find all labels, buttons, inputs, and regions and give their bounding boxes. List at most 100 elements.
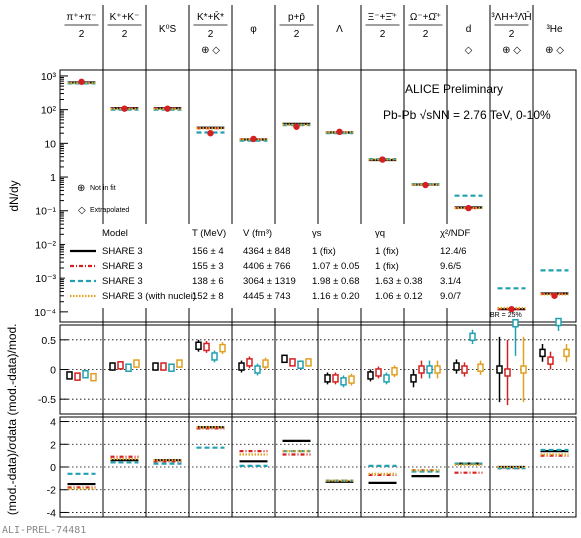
extrapolated-icon: ◇ bbox=[78, 205, 86, 216]
deviation-marker bbox=[418, 365, 425, 374]
deviation-marker bbox=[160, 362, 167, 371]
deviation-marker bbox=[254, 365, 261, 374]
particle-label: d bbox=[466, 24, 472, 35]
y-tick-label: 10² bbox=[41, 105, 57, 117]
deviation-marker bbox=[133, 359, 140, 368]
fit-status-marks: ⊕ ◇ bbox=[545, 45, 564, 56]
y-tick-label: 0 bbox=[50, 365, 56, 377]
y-tick-label: -2 bbox=[47, 485, 56, 497]
deviation-marker bbox=[305, 358, 312, 367]
fraction-denominator: 2 bbox=[509, 29, 515, 40]
deviation-marker bbox=[410, 374, 417, 383]
data-point bbox=[379, 156, 386, 163]
legend-cell: 9.0/7 bbox=[440, 291, 461, 302]
deviation-marker bbox=[109, 362, 116, 371]
deviation-marker bbox=[117, 361, 124, 370]
particle-label: ³ΛH+³Λ̄H̄ bbox=[491, 10, 531, 23]
deviation-marker bbox=[195, 341, 202, 351]
deviation-marker bbox=[512, 318, 519, 328]
particle-label: φ bbox=[250, 24, 257, 35]
deviation-marker bbox=[348, 375, 355, 384]
legend-header: T (MeV) bbox=[192, 228, 226, 239]
deviation-marker bbox=[219, 343, 226, 353]
y-tick-label: 0 bbox=[50, 462, 56, 474]
legend-cell: 3064 ± 1319 bbox=[243, 276, 296, 287]
sigma-deviation-panel-marks bbox=[67, 426, 569, 490]
watermark: ALI-PREL-74481 bbox=[2, 525, 86, 536]
deviation-marker bbox=[563, 348, 570, 358]
deviation-marker bbox=[297, 360, 304, 370]
yield-panel-marks bbox=[67, 78, 569, 313]
deviation-marker bbox=[547, 356, 554, 365]
fit-status-marks: ⊕ ◇ bbox=[502, 45, 521, 56]
legend-header: χ²/NDF bbox=[440, 228, 471, 239]
legend-cell: 152 ± 8 bbox=[192, 291, 224, 302]
legend-cell: 1.16 ± 0.20 bbox=[312, 291, 359, 302]
data-point bbox=[250, 135, 257, 143]
fit-legend: Model T (MeV) V (fm³) γs γq χ²/NDF SHARE 3 156 … bbox=[65, 183, 485, 308]
system-label: Pb-Pb √sNN = 2.76 TeV, 0-10% bbox=[383, 108, 551, 122]
y-tick-label: -0.5 bbox=[38, 394, 56, 406]
data-point bbox=[508, 305, 515, 313]
deviation-marker bbox=[176, 359, 183, 368]
deviation-marker bbox=[324, 374, 331, 383]
relative-deviation-panel-marks bbox=[66, 317, 570, 406]
fraction-denominator: 2 bbox=[208, 29, 214, 40]
deviation-marker bbox=[469, 332, 476, 342]
fit-status-marks: ◇ bbox=[465, 45, 473, 56]
deviation-marker bbox=[203, 342, 210, 352]
deviation-marker bbox=[125, 363, 132, 372]
particle-label: K*+K̄* bbox=[197, 10, 224, 23]
particle-label: K⁰S bbox=[159, 24, 177, 35]
fraction-denominator: 2 bbox=[380, 29, 386, 40]
deviation-marker bbox=[82, 369, 89, 379]
legend-cell: 138 ± 6 bbox=[192, 276, 224, 287]
particle-label: Ω⁻+Ω̄⁺ bbox=[410, 12, 441, 23]
data-point bbox=[551, 292, 558, 299]
deviation-marker bbox=[281, 354, 288, 364]
y-tick-label: -4 bbox=[47, 507, 56, 519]
deviation-marker bbox=[66, 371, 73, 380]
legend-cell: SHARE 3 bbox=[102, 261, 143, 272]
legend-cell: 9.6/5 bbox=[440, 261, 461, 272]
legend-cell: 12.4/6 bbox=[440, 246, 466, 257]
deviation-marker bbox=[152, 362, 159, 371]
deviation-marker bbox=[434, 365, 441, 374]
legend-cell: 1.63 ± 0.38 bbox=[375, 276, 422, 287]
particle-label: p+p̄ bbox=[288, 12, 305, 23]
y-tick-label: 2 bbox=[50, 439, 56, 451]
legend-header: γs bbox=[312, 228, 322, 239]
deviation-marker bbox=[246, 358, 253, 367]
y-tick-label: 10⁻⁴ bbox=[34, 307, 56, 319]
particle-label: ³He bbox=[546, 24, 563, 35]
deviation-marker bbox=[168, 363, 175, 372]
legend-cell: 1.98 ± 0.68 bbox=[312, 276, 359, 287]
legend-cell: 155 ± 3 bbox=[192, 261, 224, 272]
preliminary-label: ALICE Preliminary bbox=[405, 82, 503, 96]
y-axis-label: (mod.-data)/mod. bbox=[5, 323, 19, 415]
deviation-marker bbox=[496, 365, 503, 374]
legend-cell: SHARE 3 (with nuclei) bbox=[102, 291, 196, 302]
particle-label: K⁺+K⁻ bbox=[110, 12, 140, 23]
data-point bbox=[465, 204, 472, 212]
legend-cell: 1 (fix) bbox=[312, 246, 336, 257]
deviation-marker bbox=[555, 317, 562, 327]
deviation-marker bbox=[539, 348, 546, 358]
y-tick-label: 10 bbox=[44, 138, 56, 150]
y-tick-label: 4 bbox=[50, 417, 56, 429]
legend-cell: 4445 ± 743 bbox=[243, 291, 290, 302]
not-in-fit-icon: ⊕ bbox=[77, 183, 85, 194]
legend-header: V (fm³) bbox=[243, 228, 272, 239]
legend-box bbox=[65, 224, 485, 308]
deviation-marker bbox=[332, 374, 339, 383]
deviation-marker bbox=[90, 372, 97, 382]
deviation-marker bbox=[375, 368, 382, 377]
legend-cell: 1 (fix) bbox=[375, 261, 399, 272]
y-axis-label: dN/dy bbox=[7, 180, 21, 211]
deviation-marker bbox=[262, 359, 269, 368]
legend-header: γq bbox=[375, 228, 385, 239]
panel-frame bbox=[59, 69, 577, 323]
fraction-denominator: 2 bbox=[79, 29, 85, 40]
data-point bbox=[336, 128, 343, 135]
